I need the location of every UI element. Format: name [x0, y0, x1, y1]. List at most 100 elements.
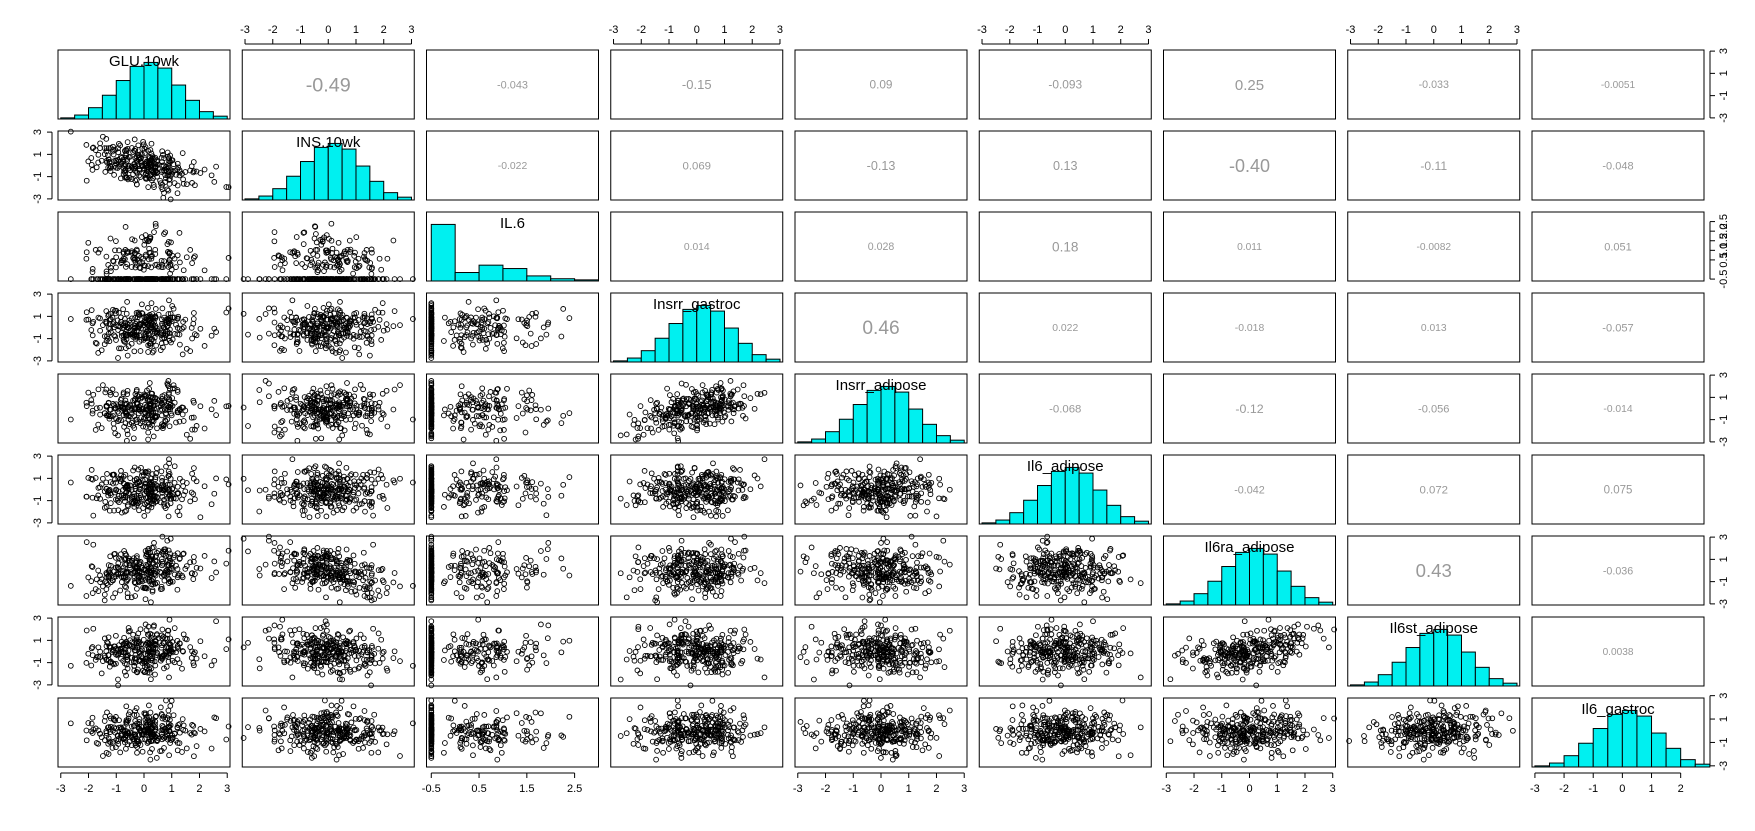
data-point — [92, 339, 99, 346]
data-point — [350, 332, 357, 338]
data-point — [379, 300, 386, 306]
data-point — [174, 182, 181, 189]
data-point — [304, 337, 311, 343]
data-point — [384, 326, 391, 333]
panel-2-3: 0.014 — [610, 211, 784, 282]
data-point — [179, 150, 186, 156]
panel-1-6: -0.40 — [1163, 130, 1336, 201]
data-point — [494, 314, 501, 321]
data-point — [533, 310, 539, 316]
data-point — [486, 311, 492, 317]
data-point — [124, 250, 130, 256]
data-point — [376, 316, 383, 323]
data-point — [410, 316, 416, 322]
histogram-bar — [866, 389, 882, 444]
data-point — [167, 261, 174, 267]
data-point — [115, 355, 121, 361]
histogram-bar — [825, 431, 840, 444]
data-point — [166, 330, 173, 337]
data-point — [501, 348, 507, 354]
data-point — [152, 306, 159, 312]
panel-1-2: -0.022 — [426, 130, 599, 201]
panel-4-4: Insrr_adipose — [794, 373, 968, 444]
data-point — [146, 256, 152, 263]
data-point — [123, 264, 129, 270]
correlation-value: 0.028 — [868, 241, 895, 253]
data-point — [142, 156, 148, 163]
data-point — [353, 265, 360, 272]
panel-frame — [426, 292, 599, 363]
correlation-value: -0.15 — [682, 77, 712, 92]
panel-5-3 — [610, 454, 784, 525]
data-point — [122, 167, 129, 174]
data-point — [165, 238, 172, 245]
data-point — [335, 330, 342, 337]
data-point — [368, 276, 375, 282]
data-point — [180, 319, 186, 325]
data-point — [113, 164, 119, 171]
data-point — [301, 276, 308, 282]
data-point — [113, 322, 119, 328]
data-point — [300, 230, 307, 236]
data-point — [159, 305, 166, 312]
data-point — [442, 314, 448, 321]
data-point — [123, 336, 130, 343]
data-point — [152, 223, 159, 230]
data-point — [469, 332, 476, 339]
data-point — [95, 159, 102, 166]
data-point — [192, 253, 198, 260]
histogram-bar — [286, 175, 302, 201]
data-point — [355, 345, 362, 351]
panel-frame — [794, 211, 968, 282]
histogram-bar — [157, 67, 173, 120]
data-point — [304, 303, 311, 309]
data-point — [176, 276, 183, 282]
data-point — [165, 163, 172, 170]
correlation-value: -0.0051 — [1601, 80, 1636, 91]
data-point — [166, 155, 173, 162]
data-point — [183, 254, 190, 261]
data-point — [328, 305, 335, 312]
data-point — [447, 319, 454, 325]
data-point — [368, 246, 375, 253]
data-point — [350, 314, 356, 321]
data-point — [83, 177, 90, 184]
data-point — [390, 237, 397, 244]
data-point — [476, 337, 483, 344]
panel-frame — [1531, 49, 1705, 120]
data-point — [324, 276, 330, 282]
panel-frame — [1347, 130, 1521, 201]
correlation-value: 0.013 — [1421, 323, 1447, 334]
panel-5-2 — [426, 454, 599, 525]
data-point — [128, 163, 135, 170]
data-point — [153, 342, 159, 349]
data-point — [292, 321, 298, 327]
panel-0-8: -0.0051 — [1531, 49, 1705, 120]
data-point — [315, 259, 322, 266]
data-point — [284, 276, 291, 282]
data-point — [302, 264, 308, 270]
data-point — [346, 276, 353, 282]
panel-frame — [978, 211, 1152, 282]
data-point — [379, 309, 386, 316]
data-point — [154, 170, 160, 176]
data-point — [460, 349, 467, 355]
data-point — [132, 334, 139, 340]
data-point — [330, 317, 337, 324]
panel-3-4: 0.46 — [794, 292, 968, 363]
data-point — [90, 144, 97, 151]
panel-frame — [1163, 49, 1336, 120]
data-point — [103, 145, 110, 152]
data-point — [321, 329, 327, 335]
panel-1-0 — [57, 128, 232, 203]
data-point — [95, 350, 102, 356]
data-point — [164, 149, 171, 156]
data-point — [183, 345, 190, 352]
data-point — [114, 317, 121, 324]
data-point — [287, 330, 294, 337]
data-point — [145, 342, 152, 349]
panel-frame — [610, 130, 784, 201]
data-point — [368, 341, 375, 348]
panel-3-5: 0.022 — [978, 292, 1152, 363]
panel-frame — [1347, 49, 1521, 120]
